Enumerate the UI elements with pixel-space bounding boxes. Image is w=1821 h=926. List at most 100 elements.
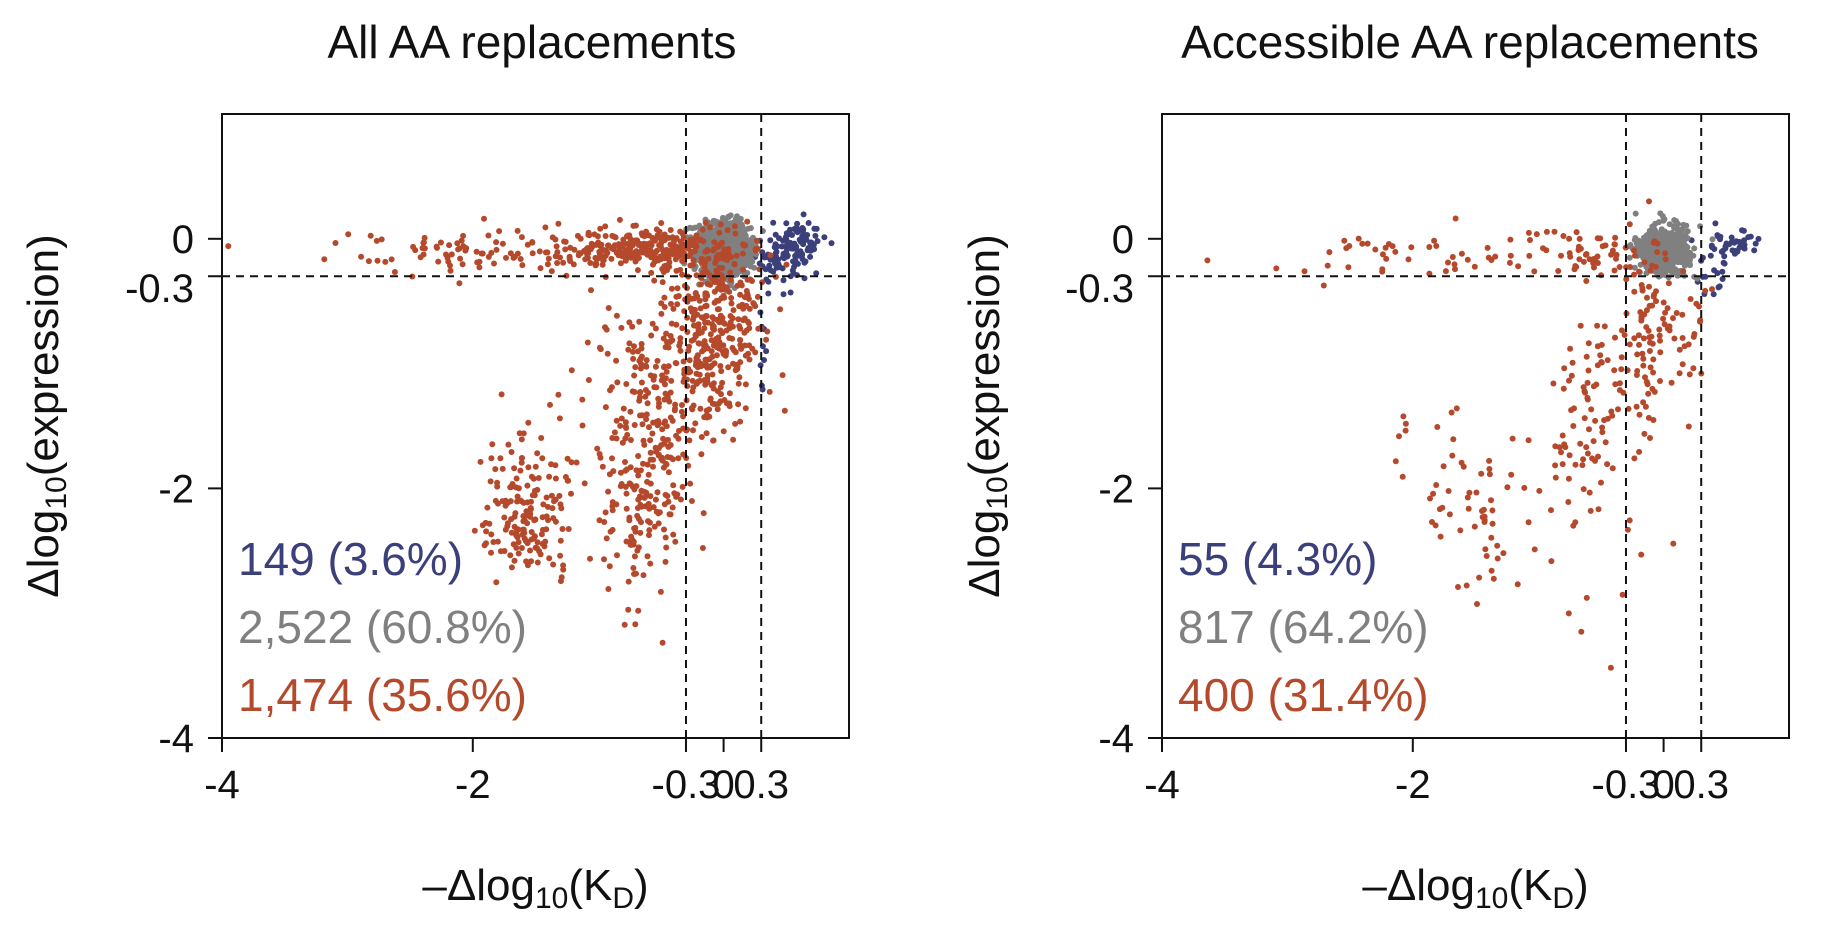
scatter-point [647, 437, 654, 444]
scatter-point [732, 349, 739, 356]
scatter-point [1611, 367, 1618, 374]
scatter-point [1640, 362, 1647, 369]
scatter-point [555, 220, 562, 227]
scatter-point [1432, 522, 1439, 529]
scatter-point [641, 488, 647, 495]
scatter-point [520, 430, 527, 437]
scatter-point [493, 239, 500, 246]
scatter-point [636, 394, 643, 401]
scatter-point [737, 291, 744, 298]
scatter-point [724, 257, 731, 263]
scatter-point [654, 489, 661, 496]
scatter-point [597, 346, 604, 353]
scatter-point [1590, 438, 1597, 445]
scatter-point [1273, 265, 1280, 272]
scatter-point [633, 467, 640, 474]
scatter-point [1580, 258, 1587, 265]
scatter-point [382, 258, 389, 265]
scatter-point [1595, 453, 1601, 460]
scatter-point [630, 222, 637, 229]
scatter-point [672, 360, 679, 366]
scatter-point [701, 344, 708, 351]
scatter-point [635, 496, 642, 503]
scatter-point [629, 242, 636, 249]
scatter-point [600, 257, 607, 264]
scatter-point [744, 248, 751, 255]
scatter-point [655, 510, 662, 517]
scatter-point [1633, 372, 1640, 378]
scatter-point [738, 221, 745, 228]
scatter-point [1504, 484, 1511, 491]
scatter-point [717, 363, 724, 369]
scatter-point [537, 265, 544, 272]
scatter-point [744, 218, 751, 225]
scatter-point [681, 282, 688, 289]
scatter-point [636, 318, 643, 325]
scatter-point [536, 248, 543, 255]
scatter-point [1636, 448, 1643, 455]
scatter-point [1548, 507, 1554, 514]
scatter-point [613, 417, 620, 424]
scatter-point [658, 300, 665, 307]
scatter-point [577, 235, 584, 242]
scatter-point [1741, 245, 1748, 252]
scatter-point [455, 246, 462, 253]
scatter-point [502, 497, 509, 504]
scatter-point [632, 253, 639, 260]
scatter-point [726, 239, 733, 246]
scatter-point [744, 318, 751, 325]
scatter-point [737, 359, 744, 366]
scatter-point [716, 229, 723, 236]
scatter-point [794, 220, 801, 227]
scatter-point [697, 305, 704, 312]
scatter-point [496, 228, 503, 235]
scatter-point [1533, 231, 1540, 238]
scatter-point [618, 415, 625, 422]
scatter-point [508, 529, 515, 536]
scatter-point [721, 246, 728, 253]
scatter-point [1453, 405, 1460, 412]
scatter-point [1709, 286, 1715, 293]
scatter-point [1650, 369, 1657, 376]
scatter-point [666, 511, 673, 518]
scatter-point [543, 494, 550, 501]
scatter-point [814, 238, 821, 245]
scatter-point [613, 312, 620, 319]
scatter-point [495, 500, 501, 507]
scatter-point [1464, 256, 1471, 263]
scatter-point [1616, 264, 1623, 270]
scatter-point [665, 436, 671, 443]
scatter-point [519, 526, 526, 533]
x-tick-label: -2 [455, 763, 491, 807]
scatter-point [625, 346, 632, 353]
scatter-point [686, 437, 693, 444]
scatter-point [787, 289, 794, 296]
scatter-point [605, 586, 612, 592]
scatter-point [728, 295, 735, 301]
scatter-point [1445, 259, 1451, 266]
scatter-point [663, 544, 670, 551]
scatter-point [549, 505, 556, 512]
scatter-point [800, 211, 807, 218]
scatter-point [1584, 394, 1591, 401]
scatter-point [1597, 235, 1604, 242]
scatter-point [688, 337, 695, 344]
scatter-point [560, 562, 567, 569]
scatter-point [1364, 240, 1371, 247]
scatter-point [1583, 278, 1590, 284]
y-tick-label: -4 [1098, 717, 1134, 761]
scatter-point [1565, 499, 1572, 505]
scatter-point [1558, 252, 1564, 259]
scatter-point [1640, 355, 1647, 362]
scatter-point [1721, 260, 1728, 267]
scatter-point [702, 292, 709, 299]
scatter-point [759, 249, 766, 256]
scatter-point [1663, 232, 1670, 239]
scatter-point [345, 231, 352, 238]
scatter-point [672, 405, 678, 412]
scatter-point [635, 607, 642, 614]
scatter-point [1587, 507, 1594, 514]
scatter-point [723, 348, 729, 354]
scatter-point [766, 262, 773, 269]
scatter-point [772, 250, 779, 257]
